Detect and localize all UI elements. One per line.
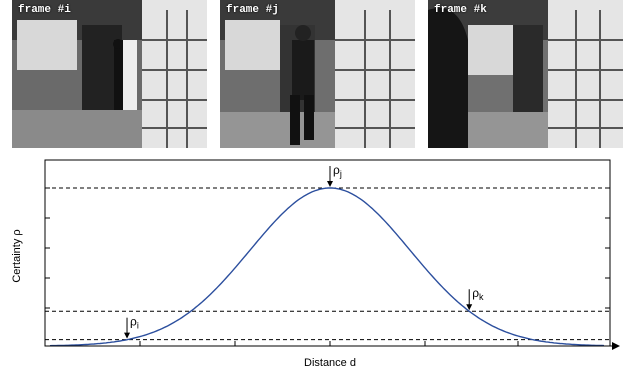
marker-label-j: ρj — [333, 163, 342, 179]
y-axis-label: Certainty ρ — [11, 229, 23, 282]
marker-arrowhead-i — [124, 332, 131, 339]
frame-j-label: frame #j — [226, 4, 279, 16]
frame-i-image: frame #i — [12, 0, 207, 148]
frame-k-image: frame #k — [428, 0, 623, 148]
frame-j-image: frame #j — [220, 0, 415, 148]
x-axis-arrow — [612, 342, 620, 350]
marker-arrowhead-j — [327, 181, 333, 187]
x-axis-label: Distance d — [304, 357, 356, 369]
marker-label-i: ρi — [130, 315, 139, 331]
axis-ticks — [45, 187, 610, 346]
markers: ρj ρk ρi — [124, 163, 484, 339]
frame-k-label: frame #k — [434, 4, 487, 16]
certainty-curve — [49, 187, 605, 347]
frame-i-label: frame #i — [18, 4, 71, 16]
certainty-plot: ρj ρk ρi Distance d Certainty ρ — [11, 159, 620, 369]
marker-label-k: ρk — [472, 286, 484, 302]
marker-arrowhead-k — [466, 304, 473, 311]
